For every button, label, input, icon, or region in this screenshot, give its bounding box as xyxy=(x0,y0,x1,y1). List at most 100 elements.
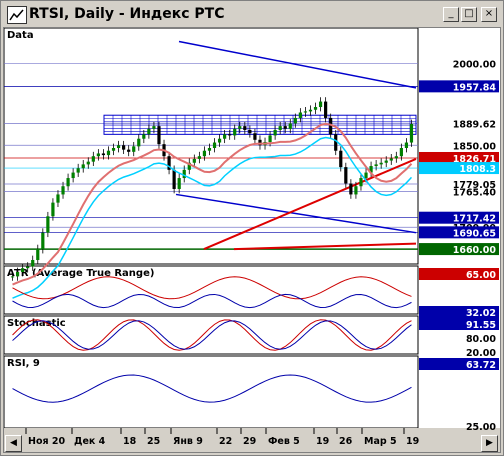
trendline-red xyxy=(203,158,417,250)
candle-body xyxy=(152,126,156,129)
candle-body xyxy=(187,162,191,170)
trendline-red-low xyxy=(233,242,417,251)
candle-body xyxy=(177,178,181,189)
candle-body xyxy=(399,148,403,157)
time-tick-label: 19 xyxy=(406,436,419,447)
indicator-level-label: 65.00 xyxy=(466,270,496,281)
chart-canvas[interactable]: Data ATR (Average True Range) Stochastic… xyxy=(4,28,500,452)
candle-body xyxy=(217,138,222,143)
candle-body xyxy=(228,134,232,136)
candle-body xyxy=(258,139,262,146)
candle-body xyxy=(202,150,207,157)
candle-body xyxy=(51,202,55,217)
candle-body xyxy=(122,145,126,150)
candle-body xyxy=(147,128,151,135)
time-tick-label: 29 xyxy=(243,436,256,447)
candle-body xyxy=(192,158,196,163)
candle-body xyxy=(409,123,414,143)
price-tick-label: 1850.00 xyxy=(453,141,497,152)
candle-body xyxy=(248,129,252,134)
price-tick-label: 1957.84 xyxy=(453,82,497,93)
candle-body xyxy=(223,134,227,139)
channel-lower xyxy=(175,193,417,234)
candle-body xyxy=(293,117,297,124)
stochastic-pane-label: Stochastic xyxy=(7,318,66,329)
candle-body xyxy=(116,145,121,148)
candle-body xyxy=(46,216,50,233)
candle-body xyxy=(329,117,333,135)
price-tick-label: 1690.65 xyxy=(453,228,496,239)
candle-body xyxy=(96,153,100,157)
time-tick-label: Мар 5 xyxy=(364,436,397,447)
candle-body xyxy=(56,194,60,203)
indicator-level-label: 25.00 xyxy=(466,422,496,433)
scroll-left-button[interactable]: ◀ xyxy=(5,435,22,452)
candle-body xyxy=(268,135,272,142)
price-tag xyxy=(419,162,499,175)
rsi-line xyxy=(12,374,412,403)
candle-body xyxy=(324,101,328,118)
candle-body xyxy=(137,138,141,147)
chart-area[interactable]: Data ATR (Average True Range) Stochastic… xyxy=(3,27,501,453)
price-tick-label: 1889.62 xyxy=(453,120,496,131)
candle-body xyxy=(91,156,95,162)
price-tick-label: 1717.42 xyxy=(453,214,496,225)
candle-body xyxy=(349,183,353,195)
time-axis-bar xyxy=(4,428,500,452)
candle-body xyxy=(167,156,171,170)
indicator-tag xyxy=(419,358,499,370)
price-tick-label: 1660.00 xyxy=(453,245,497,256)
chart-app-icon xyxy=(7,6,27,24)
price-tag xyxy=(419,226,499,239)
candle-body xyxy=(379,162,383,165)
candle-body xyxy=(243,126,247,130)
candle-body xyxy=(354,186,358,195)
time-tick-label: Янв 9 xyxy=(173,436,203,447)
candle-body xyxy=(273,129,277,136)
candle-body xyxy=(404,142,409,148)
candle-body xyxy=(313,107,318,110)
candle-body xyxy=(384,160,388,163)
indicator-level-label: 20.00 xyxy=(466,348,496,359)
candle-body xyxy=(394,156,398,159)
time-tick-label: 26 xyxy=(339,436,353,447)
candle-body xyxy=(21,268,25,273)
time-tick-label: Дек 4 xyxy=(74,436,106,447)
title-bar[interactable]: RTSI, Daily - Индекс РТС _ □ × xyxy=(3,3,501,25)
candle-body xyxy=(207,148,212,151)
candle-body xyxy=(31,260,35,267)
candle-body xyxy=(41,232,45,250)
candle-body xyxy=(111,148,116,151)
price-tick-label: 1779.05 xyxy=(453,180,496,191)
time-tick-label: 19 xyxy=(316,436,329,447)
time-tick-label: 18 xyxy=(123,436,137,447)
candle-body xyxy=(157,126,161,145)
minimize-button[interactable]: _ xyxy=(443,7,459,22)
moving-average xyxy=(12,122,413,286)
time-tick-label: Ноя 20 xyxy=(28,436,65,447)
candle-body xyxy=(101,153,106,156)
indicator-level-label: 32.02 xyxy=(466,308,496,319)
close-button[interactable]: × xyxy=(481,7,497,22)
candle-body xyxy=(172,169,176,189)
time-tick-label: 22 xyxy=(219,436,232,447)
candle-body xyxy=(359,178,363,187)
time-tick-label: Фев 5 xyxy=(268,436,300,447)
scroll-right-button[interactable]: ▶ xyxy=(481,435,498,452)
indicator-tag xyxy=(419,306,499,318)
indicator-level-label: 91.55 xyxy=(466,320,496,331)
candle-body xyxy=(197,156,201,159)
atr-line xyxy=(12,276,412,300)
candle-body xyxy=(339,150,343,168)
atr-line-blue xyxy=(12,293,412,309)
candle-body xyxy=(288,123,292,129)
candle-body xyxy=(298,112,302,118)
maximize-button[interactable]: □ xyxy=(461,7,477,22)
candle-body xyxy=(253,133,257,140)
candle-body xyxy=(318,101,323,108)
candle-body xyxy=(71,172,75,179)
price-tick-label: 1826.71 xyxy=(453,154,496,165)
stoch-signal xyxy=(12,320,412,350)
time-tick-label: 25 xyxy=(147,436,160,447)
